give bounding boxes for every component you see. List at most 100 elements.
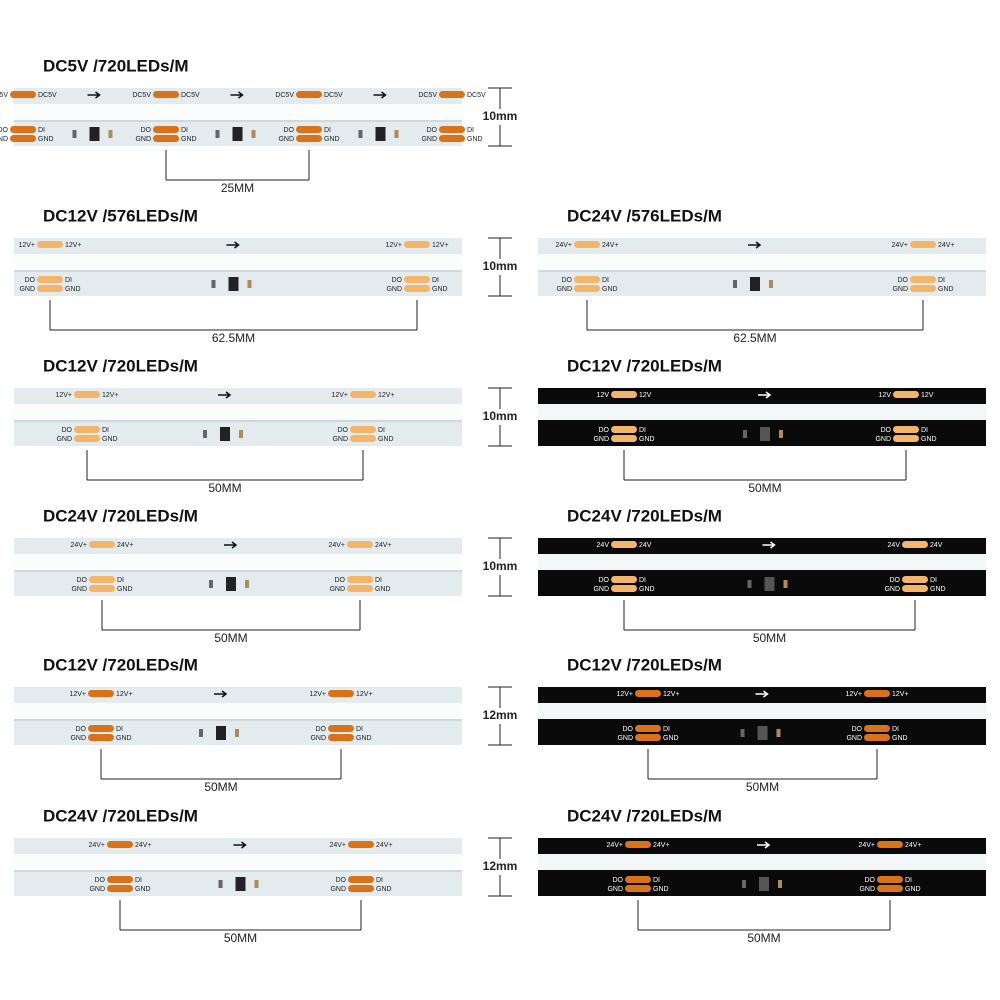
out-label: DO (338, 427, 349, 434)
direction-arrow (230, 91, 244, 99)
capacitor (776, 729, 781, 737)
gnd-label: GND (859, 886, 875, 893)
solder-pad (404, 285, 430, 292)
solder-pad (37, 276, 63, 283)
in-label: DI (432, 277, 439, 284)
out-label: DO (335, 577, 346, 584)
solder-pad (625, 876, 651, 883)
power-label: DC5V (324, 92, 343, 99)
panel-title: DC5V /720LEDs/M (43, 56, 189, 75)
solder-pad (89, 585, 115, 592)
solder-pad (153, 91, 179, 98)
out-label: DO (562, 277, 573, 284)
power-label: 24V (597, 542, 610, 549)
led-strip: 12V+ 12V+ DO GND DI GND 12V+ 12V+ DO GND DI GND (14, 388, 462, 446)
solder-pad (611, 391, 637, 398)
diffuser (538, 554, 986, 570)
ic-chip (235, 877, 246, 891)
diffuser (538, 254, 986, 270)
power-label: 24V+ (376, 842, 393, 849)
power-label: 24V+ (329, 842, 346, 849)
gnd-label: GND (938, 286, 954, 293)
in-label: DI (375, 577, 382, 584)
solder-pad (910, 285, 936, 292)
solder-pad (88, 725, 114, 732)
out-label: DO (599, 577, 610, 584)
in-label: DI (324, 127, 331, 134)
power-label: 24V+ (905, 842, 922, 849)
gnd-label: GND (329, 586, 345, 593)
solder-pad (902, 576, 928, 583)
panel-title: DC12V /720LEDs/M (567, 655, 722, 674)
out-label: DO (881, 427, 892, 434)
gnd-label: GND (378, 436, 394, 443)
out-label: DO (427, 127, 438, 134)
ic-chip (759, 877, 769, 891)
led-strip: 24V+ 24V+ DO GND DI GND 24V+ 24V+ DO GND DI GND (14, 838, 462, 896)
gnd-label: GND (71, 586, 87, 593)
led-strip: 12V+ 12V+ DO GND DI GND 12V+ 12V+ DO GND DI GND (14, 238, 462, 296)
gnd-label: GND (56, 436, 72, 443)
solder-pad (635, 734, 661, 741)
power-label: DC5V (418, 92, 437, 99)
led-strip: 24V+ 24V+ DO GND DI GND 24V+ 24V+ DO GND DI GND (538, 838, 986, 896)
resistor (733, 280, 737, 288)
pitch-label: 25MM (221, 181, 254, 195)
panel-title: DC12V /720LEDs/M (567, 356, 722, 375)
pitch-label: 50MM (204, 780, 237, 794)
power-label: 12V (597, 392, 610, 399)
in-label: DI (892, 726, 899, 733)
ic-chip (757, 726, 768, 740)
gnd-label: GND (278, 136, 294, 143)
pitch-label: 50MM (748, 481, 781, 495)
out-label: DO (25, 277, 36, 284)
panel-title: DC12V /576LEDs/M (43, 206, 198, 225)
gnd-label: GND (89, 886, 105, 893)
out-label: DO (77, 577, 88, 584)
power-label: DC5V (181, 92, 200, 99)
power-label: 12V+ (309, 691, 326, 698)
power-label: 24V+ (88, 842, 105, 849)
gnd-label: GND (332, 436, 348, 443)
diffuser (14, 703, 462, 719)
solder-pad (902, 585, 928, 592)
out-label: DO (0, 127, 9, 134)
gnd-label: GND (135, 136, 151, 143)
direction-arrow (214, 690, 228, 698)
in-label: DI (38, 127, 45, 134)
led-strip: 12V+ 12V+ DO GND DI GND 12V+ 12V+ DO GND DI GND (538, 687, 986, 745)
led-strip: 24V+ 24V+ DO GND DI GND 24V+ 24V+ DO GND DI GND (538, 238, 986, 296)
in-label: DI (653, 877, 660, 884)
in-label: DI (930, 577, 937, 584)
solder-pad (877, 841, 903, 848)
diffuser (538, 703, 986, 719)
solder-pad (37, 285, 63, 292)
direction-arrow (218, 391, 232, 399)
solder-pad (910, 276, 936, 283)
solder-pad (348, 876, 374, 883)
out-label: DO (890, 577, 901, 584)
led-strip: 24V+ 24V+ DO GND DI GND 24V+ 24V+ DO GND DI GND (14, 538, 462, 596)
solder-pad (611, 576, 637, 583)
solder-pad (864, 690, 890, 697)
power-label: 24V+ (555, 242, 572, 249)
pitch-label: 62.5MM (212, 331, 255, 345)
solder-pad (37, 241, 63, 248)
direction-arrow (748, 241, 762, 249)
in-label: DI (467, 127, 474, 134)
power-label: 12V+ (892, 691, 909, 698)
gnd-label: GND (432, 286, 448, 293)
resistor (215, 130, 220, 138)
width-label-bg (478, 559, 522, 575)
out-label: DO (316, 726, 327, 733)
ic-chip (232, 127, 243, 141)
solder-pad (347, 541, 373, 548)
power-label: 12V (879, 392, 892, 399)
solder-pad (439, 126, 465, 133)
diffuser (538, 404, 986, 420)
capacitor (239, 430, 243, 438)
in-label: DI (938, 277, 945, 284)
in-label: DI (639, 577, 646, 584)
capacitor (779, 430, 783, 438)
in-label: DI (378, 427, 385, 434)
